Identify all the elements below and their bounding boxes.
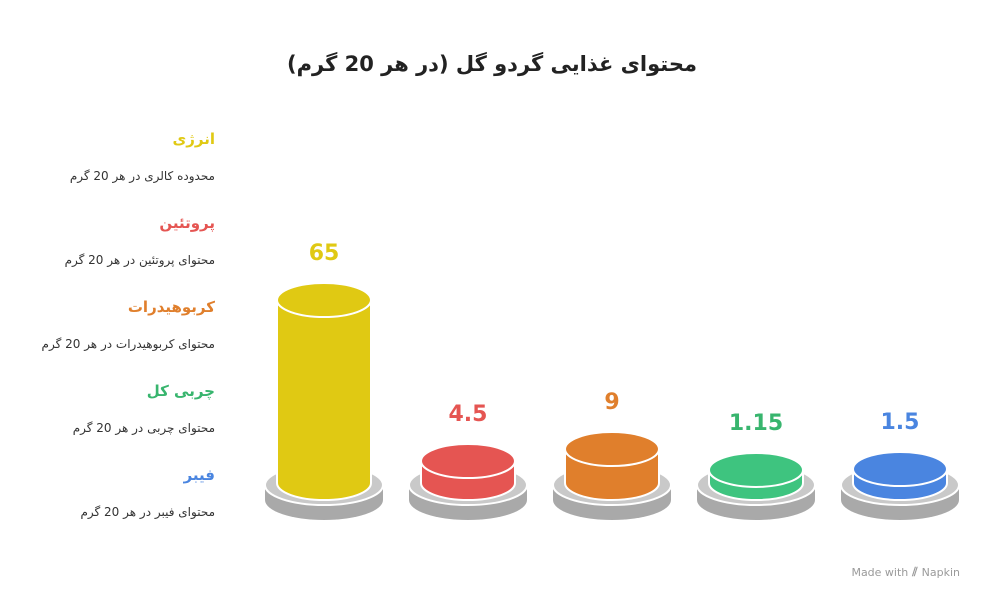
bar-top-2	[420, 443, 516, 480]
legend-desc: محتوای کربوهیدرات در هر 20 گرم	[41, 337, 215, 351]
legend-item-protein: پروتئین محتوای پروتئین در هر 20 گرم	[20, 212, 215, 296]
napkin-logo-icon: ⫽	[912, 565, 918, 579]
value-label-3: 9	[604, 390, 619, 415]
legend-item-fiber: فیبر محتوای فیبر در هر 20 گرم	[20, 464, 215, 548]
brand-label: Napkin	[921, 566, 960, 579]
bar-top-5	[852, 451, 948, 488]
legend-desc: محتوای پروتئین در هر 20 گرم	[64, 253, 215, 267]
value-label-2: 4.5	[449, 402, 488, 427]
legend-name: فیبر	[183, 466, 215, 484]
value-label-5: 1.5	[881, 410, 920, 435]
legend-desc: محتوای فیبر در هر 20 گرم	[80, 505, 215, 519]
legend-item-fat: چربی کل محتوای چربی در هر 20 گرم	[20, 380, 215, 464]
bar-top-1	[276, 282, 372, 318]
footer: Made with ⫽ Napkin	[851, 565, 960, 580]
chart-title: محتوای غذایی گردو گل (در هر 20 گرم)	[287, 52, 697, 76]
value-label-4: 1.15	[729, 411, 783, 436]
legend-desc: محتوای چربی در هر 20 گرم	[72, 421, 215, 435]
bar-top-3	[564, 431, 660, 468]
legend-item-energy: انرژی محدوده کالری در هر 20 گرم	[20, 128, 215, 212]
legend-desc: محدوده کالری در هر 20 گرم	[69, 169, 215, 183]
legend-item-carbohydrate: کربوهیدرات محتوای کربوهیدرات در هر 20 گر…	[20, 296, 215, 380]
value-label-1: 65	[309, 241, 340, 266]
legend-name: انرژی	[172, 130, 216, 148]
bar-1	[276, 299, 372, 501]
legend-name: پروتئین	[159, 214, 215, 232]
legend-name: کربوهیدرات	[127, 298, 215, 316]
legend: انرژی محدوده کالری در هر 20 گرم پروتئین …	[20, 128, 215, 548]
bar-top-4	[708, 451, 804, 488]
legend-name: چربی کل	[146, 382, 215, 400]
made-with-label: Made with	[851, 566, 909, 579]
